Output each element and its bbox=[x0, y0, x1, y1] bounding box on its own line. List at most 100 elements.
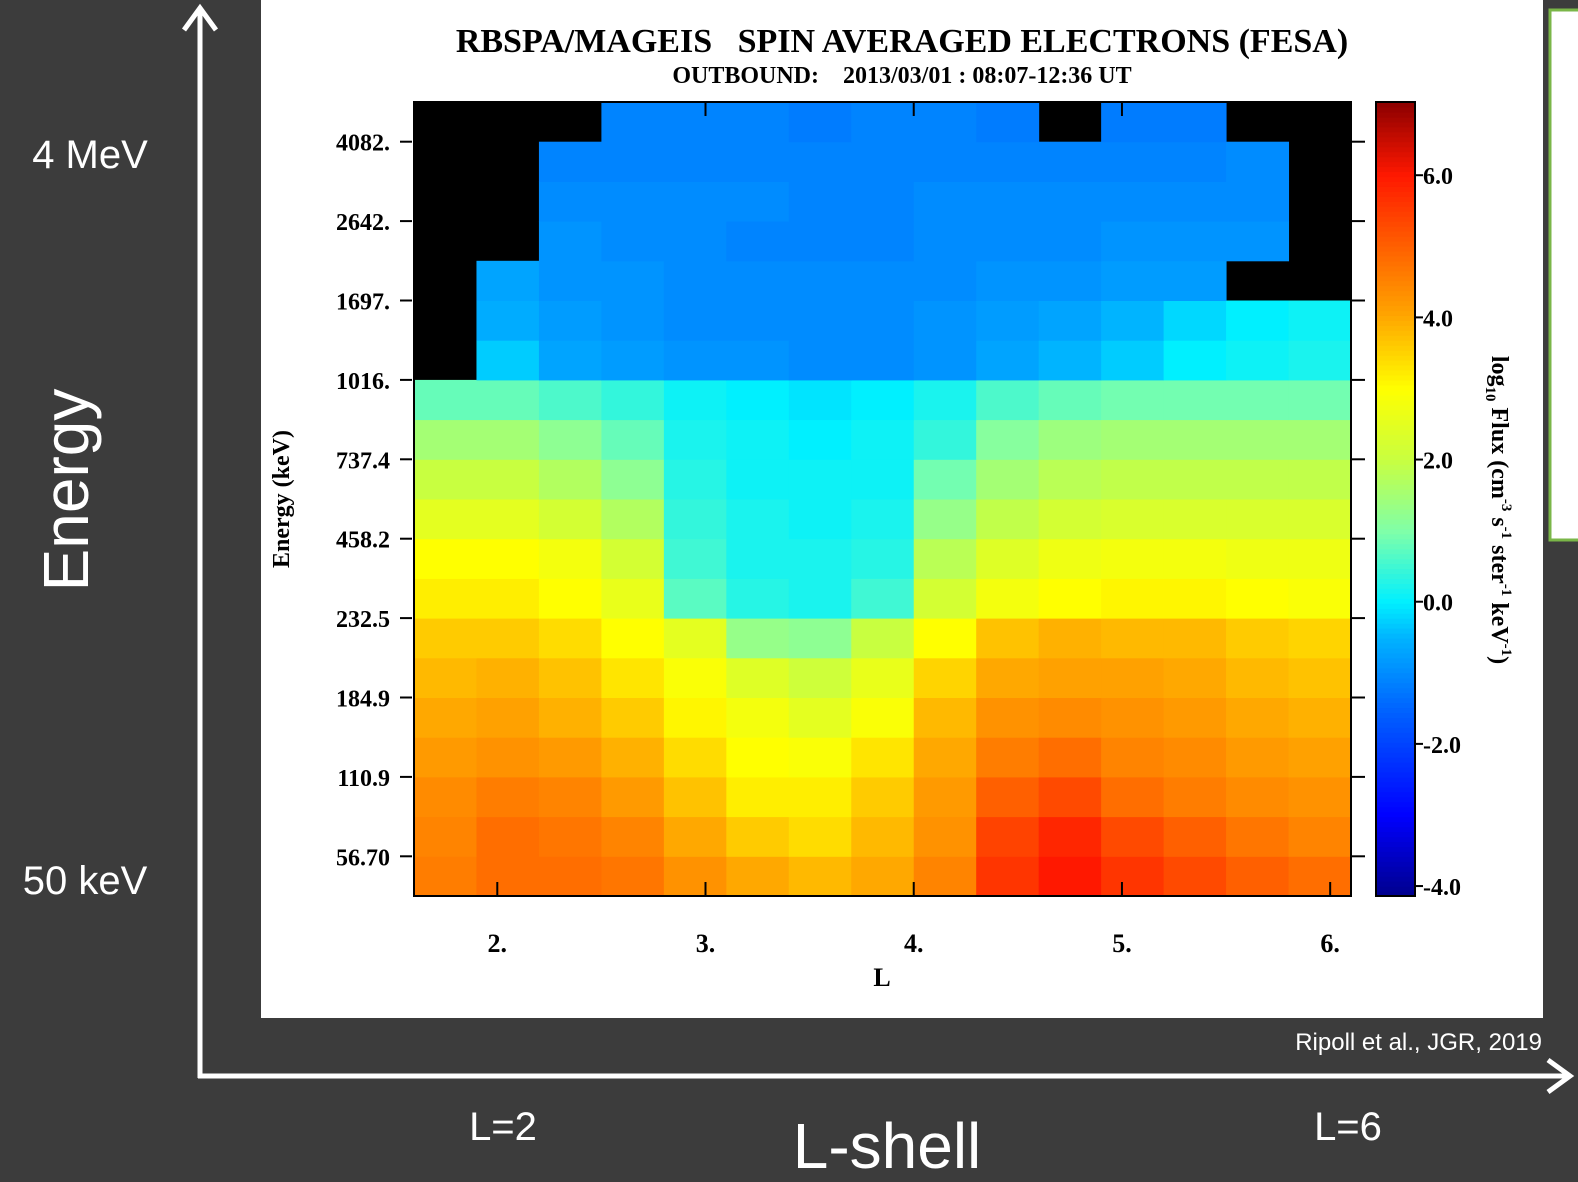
heatmap-cell bbox=[476, 817, 539, 857]
colorbar-strip bbox=[1376, 866, 1415, 872]
heatmap-cell bbox=[726, 618, 789, 658]
heatmap-cell bbox=[1164, 737, 1227, 777]
heatmap-cell bbox=[414, 618, 477, 658]
heatmap-cell bbox=[1101, 658, 1164, 698]
heatmap-cell bbox=[851, 380, 914, 420]
colorbar-strip bbox=[1376, 147, 1415, 153]
heatmap-cell bbox=[539, 658, 602, 698]
side-panel bbox=[1550, 10, 1578, 540]
colorbar-strip bbox=[1376, 841, 1415, 847]
colorbar-strip bbox=[1376, 355, 1415, 361]
heatmap-cell bbox=[1101, 578, 1164, 618]
heatmap-cell bbox=[539, 459, 602, 499]
heatmap-cell bbox=[1164, 856, 1227, 896]
heatmap-cell bbox=[414, 420, 477, 460]
heatmap-cell bbox=[1039, 380, 1102, 420]
heatmap-cell bbox=[1289, 499, 1352, 539]
heatmap-cell bbox=[476, 340, 539, 380]
colorbar-strip bbox=[1376, 747, 1415, 753]
heatmap-cell bbox=[1164, 817, 1227, 857]
heatmap-cell bbox=[726, 817, 789, 857]
colorbar-strip bbox=[1376, 375, 1415, 381]
heatmap-cell bbox=[1164, 340, 1227, 380]
heatmap-cell bbox=[976, 856, 1039, 896]
heatmap-cell bbox=[726, 499, 789, 539]
colorbar-strip bbox=[1376, 221, 1415, 227]
colorbar-strip bbox=[1376, 360, 1415, 366]
heatmap-cell bbox=[601, 459, 664, 499]
colorbar-strip bbox=[1376, 658, 1415, 664]
heatmap-cell bbox=[664, 340, 727, 380]
colorbar-strip bbox=[1376, 464, 1415, 470]
heatmap-cell bbox=[1101, 420, 1164, 460]
superscript: -1 bbox=[1498, 584, 1514, 597]
colorbar-strip bbox=[1376, 831, 1415, 837]
heatmap-cell bbox=[664, 698, 727, 738]
heatmap-cell bbox=[1039, 737, 1102, 777]
colorbar-strip bbox=[1376, 693, 1415, 699]
heatmap-cell bbox=[726, 380, 789, 420]
colorbar-strip bbox=[1376, 291, 1415, 297]
heatmap-cell bbox=[976, 459, 1039, 499]
heatmap-cell bbox=[1289, 737, 1352, 777]
colorbar-strip bbox=[1376, 430, 1415, 436]
heatmap-cell bbox=[476, 420, 539, 460]
colorbar-strip bbox=[1376, 196, 1415, 202]
heatmap-cell bbox=[726, 261, 789, 301]
heatmap-cell bbox=[1039, 301, 1102, 341]
colorbar-tick-label: 0.0 bbox=[1423, 591, 1453, 617]
colorbar-strip bbox=[1376, 509, 1415, 515]
colorbar-strip bbox=[1376, 856, 1415, 862]
heatmap-cell bbox=[976, 658, 1039, 698]
colorbar-strip bbox=[1376, 648, 1415, 654]
heatmap-cell bbox=[664, 539, 727, 579]
heatmap-cell bbox=[914, 737, 977, 777]
heatmap-cell bbox=[1226, 221, 1289, 261]
heatmap-cell bbox=[476, 658, 539, 698]
colorbar-strip bbox=[1376, 673, 1415, 679]
heatmap-cell bbox=[414, 499, 477, 539]
heatmap-cell bbox=[851, 181, 914, 221]
colorbar-strip bbox=[1376, 241, 1415, 247]
colorbar-strip bbox=[1376, 583, 1415, 589]
colorbar-strip bbox=[1376, 415, 1415, 421]
colorbar-strip bbox=[1376, 489, 1415, 495]
colorbar-strip bbox=[1376, 191, 1415, 197]
heatmap-cell bbox=[1101, 261, 1164, 301]
heatmap-cell bbox=[1039, 856, 1102, 896]
heatmap-cell bbox=[601, 181, 664, 221]
heatmap-cell bbox=[976, 420, 1039, 460]
colorbar-strip bbox=[1376, 683, 1415, 689]
heatmap-cell bbox=[539, 261, 602, 301]
colorbar-strip bbox=[1376, 861, 1415, 867]
heatmap-cell bbox=[1289, 380, 1352, 420]
heatmap-cell bbox=[476, 777, 539, 817]
heatmap-cell bbox=[976, 340, 1039, 380]
heatmap-cell bbox=[1226, 459, 1289, 499]
heatmap-cell bbox=[601, 102, 664, 142]
chart-subtitle: OUTBOUND: 2013/03/01 : 08:07-12:36 UT bbox=[672, 63, 1131, 89]
heatmap-cell bbox=[539, 142, 602, 182]
colorbar-strip bbox=[1376, 434, 1415, 440]
colorbar-strip bbox=[1376, 678, 1415, 684]
heatmap-cell bbox=[851, 618, 914, 658]
colorbar-strip bbox=[1376, 702, 1415, 708]
heatmap-cell bbox=[789, 340, 852, 380]
colorbar-strip bbox=[1376, 638, 1415, 644]
heatmap-cell bbox=[789, 181, 852, 221]
colorbar-strip bbox=[1376, 613, 1415, 619]
colorbar-strip bbox=[1376, 350, 1415, 356]
heatmap-cell bbox=[1039, 578, 1102, 618]
heatmap bbox=[414, 102, 1352, 897]
colorbar-strip bbox=[1376, 226, 1415, 232]
colorbar-strip bbox=[1376, 732, 1415, 738]
colorbar-tick-label: 6.0 bbox=[1423, 164, 1453, 190]
heatmap-cell bbox=[789, 578, 852, 618]
heatmap-cell bbox=[914, 340, 977, 380]
heatmap-cell bbox=[789, 817, 852, 857]
heatmap-cell bbox=[539, 698, 602, 738]
colorbar-strip bbox=[1376, 206, 1415, 212]
colorbar-strip bbox=[1376, 524, 1415, 530]
